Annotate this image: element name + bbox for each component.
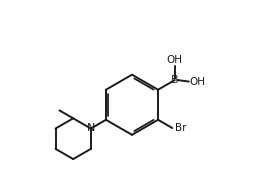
Text: OH: OH (190, 77, 206, 87)
Text: OH: OH (167, 55, 183, 64)
Text: B: B (171, 75, 179, 85)
Text: Br: Br (175, 123, 186, 133)
Text: N: N (87, 123, 96, 133)
